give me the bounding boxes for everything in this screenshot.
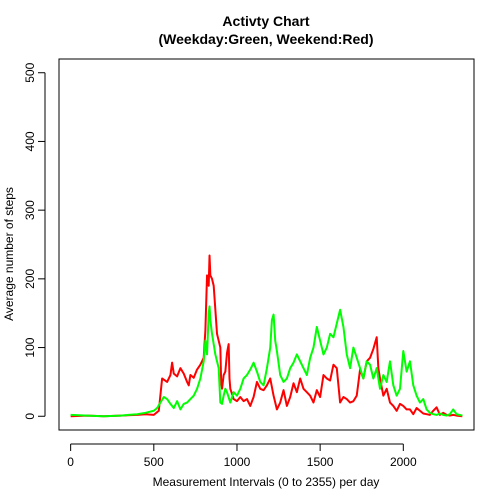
y-tick-label: 200 bbox=[23, 269, 37, 289]
y-tick-label: 300 bbox=[23, 200, 37, 220]
y-tick-label: 100 bbox=[23, 337, 37, 357]
plot-frame bbox=[58, 58, 475, 431]
series-layer bbox=[70, 254, 463, 418]
x-tick-label: 0 bbox=[67, 455, 74, 469]
x-tick-label: 1500 bbox=[307, 455, 334, 469]
chart-subtitle: (Weekday:Green, Weekend:Red) bbox=[159, 31, 374, 47]
chart-title: Activty Chart bbox=[222, 13, 309, 29]
y-axis: 0 100 200 300 400 500 bbox=[23, 62, 46, 420]
series-line-weekday bbox=[70, 305, 463, 418]
y-axis-label: Average number of steps bbox=[2, 187, 16, 321]
x-tick-label: 500 bbox=[144, 455, 164, 469]
series-line-weekend bbox=[70, 254, 463, 418]
y-tick-label: 0 bbox=[23, 413, 37, 420]
x-axis-label: Measurement Intervals (0 to 2355) per da… bbox=[153, 475, 380, 489]
x-tick-label: 1000 bbox=[224, 455, 251, 469]
y-tick-label: 400 bbox=[23, 131, 37, 151]
y-tick-label: 500 bbox=[23, 62, 37, 82]
x-axis: 0 500 1000 1500 2000 bbox=[67, 443, 417, 469]
x-tick-label: 2000 bbox=[390, 455, 417, 469]
